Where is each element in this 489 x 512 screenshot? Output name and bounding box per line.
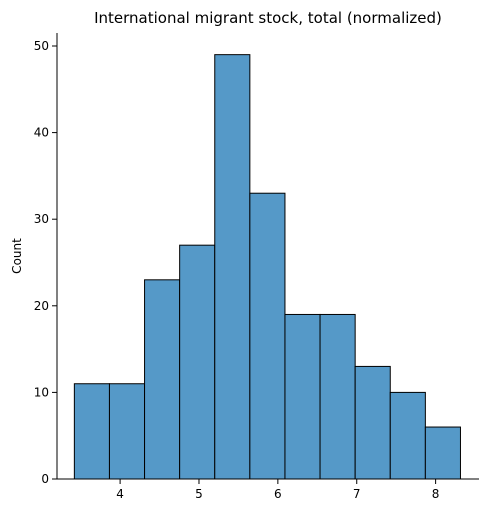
y-tick-label: 50 xyxy=(34,39,49,53)
histogram-bar xyxy=(424,426,461,480)
histogram-bar xyxy=(354,365,391,480)
histogram-bar xyxy=(389,391,426,480)
y-tick-label: 0 xyxy=(41,472,49,486)
histogram-bar xyxy=(144,279,181,480)
x-tick-label: 6 xyxy=(274,487,282,501)
y-tick-label: 40 xyxy=(34,126,49,140)
y-tick-label: 10 xyxy=(34,385,49,399)
x-axis-ticks: 4 5 6 7 8 xyxy=(116,479,439,501)
x-tick-label: 8 xyxy=(432,487,440,501)
histogram-bar xyxy=(108,383,146,480)
bars-group xyxy=(73,54,461,480)
y-axis-ticks: 0 10 20 30 40 50 xyxy=(34,39,57,486)
x-tick-label: 7 xyxy=(353,487,361,501)
histogram-bar xyxy=(284,313,321,480)
histogram-bar xyxy=(249,192,286,480)
y-axis-label: Count xyxy=(10,238,24,274)
y-tick-label: 20 xyxy=(34,299,49,313)
histogram-bar xyxy=(319,313,356,480)
y-tick-label: 30 xyxy=(34,212,49,226)
histogram-bar xyxy=(179,244,216,480)
x-tick-label: 5 xyxy=(195,487,203,501)
histogram-bar xyxy=(214,54,251,480)
histogram-bar xyxy=(73,383,110,480)
x-tick-label: 4 xyxy=(116,487,124,501)
chart-title: International migrant stock, total (norm… xyxy=(94,9,442,27)
